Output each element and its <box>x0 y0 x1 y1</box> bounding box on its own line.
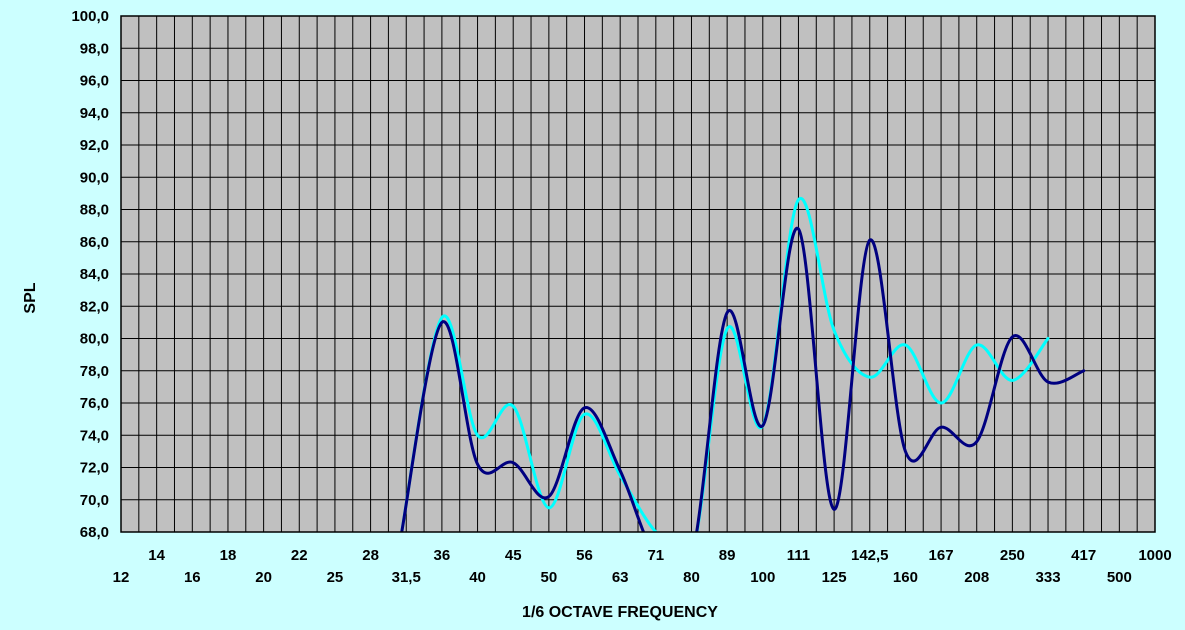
gridlines <box>120 15 1156 533</box>
y-tick-label: 92,0 <box>80 137 109 154</box>
x-tick-labels: 12 14 16 18 20 22 25 28 31,5 36 40 45 50 56 63 71 80 89 10… <box>113 547 1172 586</box>
x-tick-label: 12 <box>113 569 130 586</box>
x-tick-label: 18 <box>220 547 237 564</box>
x-tick-label: 333 <box>1036 569 1061 586</box>
series-line-cyan <box>400 196 1050 532</box>
y-tick-label: 84,0 <box>80 266 109 283</box>
y-tick-label: 82,0 <box>80 298 109 315</box>
x-tick-label: 71 <box>647 547 664 564</box>
x-tick-label: 142,5 <box>851 547 889 564</box>
y-tick-label: 78,0 <box>80 363 109 380</box>
x-tick-label: 89 <box>719 547 736 564</box>
y-tick-labels: 68,0 70,0 72,0 74,0 76,0 78,0 80,0 82,0 84,0 86,0… <box>71 8 109 541</box>
series-line-navy <box>400 227 1086 532</box>
x-axis-title: 1/6 OCTAVE FREQUENCY <box>522 604 718 621</box>
x-tick-label: 1000 <box>1138 547 1171 564</box>
y-tick-label: 90,0 <box>80 169 109 186</box>
x-tick-label: 28 <box>362 547 379 564</box>
x-tick-label: 22 <box>291 547 308 564</box>
x-tick-label: 25 <box>327 569 344 586</box>
y-tick-label: 94,0 <box>80 105 109 122</box>
x-tick-label: 417 <box>1071 547 1096 564</box>
x-tick-label: 80 <box>683 569 700 586</box>
x-tick-label: 500 <box>1107 569 1132 586</box>
y-tick-label: 76,0 <box>80 395 109 412</box>
x-tick-label: 167 <box>929 547 954 564</box>
x-tick-label: 56 <box>576 547 593 564</box>
y-tick-label: 68,0 <box>80 524 109 541</box>
y-tick-label: 86,0 <box>80 234 109 251</box>
x-tick-label: 36 <box>434 547 451 564</box>
y-tick-label: 98,0 <box>80 40 109 57</box>
series-layer <box>400 196 1086 532</box>
y-tick-label: 70,0 <box>80 492 109 509</box>
x-tick-label: 100 <box>750 569 775 586</box>
y-tick-label: 96,0 <box>80 73 109 90</box>
x-tick-label: 50 <box>541 569 558 586</box>
x-tick-label: 16 <box>184 569 201 586</box>
x-tick-label: 14 <box>148 547 165 564</box>
x-tick-label: 40 <box>469 569 486 586</box>
x-tick-label: 31,5 <box>392 569 421 586</box>
y-axis-title: SPL <box>22 282 39 313</box>
plot-border <box>120 15 1156 533</box>
x-tick-label: 63 <box>612 569 629 586</box>
x-tick-label: 160 <box>893 569 918 586</box>
x-tick-label: 250 <box>1000 547 1025 564</box>
y-tick-label: 80,0 <box>80 331 109 348</box>
x-tick-label: 208 <box>964 569 989 586</box>
y-tick-label: 72,0 <box>80 460 109 477</box>
y-tick-label: 74,0 <box>80 427 109 444</box>
x-tick-label: 125 <box>822 569 847 586</box>
x-tick-label: 111 <box>787 547 810 564</box>
x-tick-label: 45 <box>505 547 522 564</box>
y-tick-label: 88,0 <box>80 202 109 219</box>
x-tick-label: 20 <box>255 569 272 586</box>
y-tick-label: 100,0 <box>71 8 109 25</box>
